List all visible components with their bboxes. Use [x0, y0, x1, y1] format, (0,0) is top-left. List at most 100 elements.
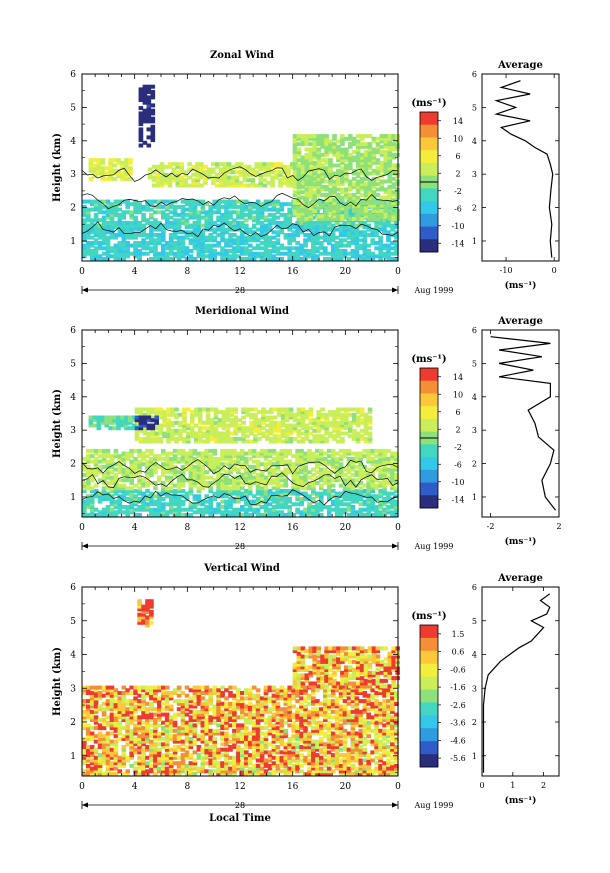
heatmap-cell	[176, 483, 182, 488]
heatmap-cell	[209, 423, 215, 428]
heatmap-cell	[187, 175, 192, 180]
heatmap-cell	[105, 207, 111, 212]
heatmap-cell	[172, 459, 178, 464]
heatmap-cell	[166, 412, 171, 417]
heatmap-cell	[157, 464, 162, 469]
heatmap-cell	[340, 187, 345, 192]
heatmap-cell	[259, 451, 265, 456]
heatmap-cell	[125, 251, 130, 256]
heatmap-cell	[295, 454, 300, 459]
heatmap-cell	[149, 199, 154, 204]
heatmap-cell	[371, 206, 377, 211]
heatmap-cell	[255, 489, 261, 493]
heatmap-cell	[105, 249, 111, 253]
heatmap-cell	[332, 426, 337, 431]
heatmap-cell	[330, 249, 336, 253]
heatmap-cell	[149, 497, 154, 501]
heatmap-cell	[342, 454, 348, 459]
heatmap-cell	[263, 494, 269, 499]
heatmap-cell	[137, 726, 142, 731]
heatmap-cell	[158, 431, 163, 436]
heatmap-cell	[367, 158, 373, 163]
heatmap-cell	[105, 220, 111, 225]
heatmap-cell	[109, 502, 115, 507]
heatmap-cell	[375, 168, 381, 173]
heatmap-cell	[113, 758, 119, 763]
heatmap-cell	[247, 235, 253, 240]
heatmap-cell	[166, 428, 171, 433]
heatmap-cell	[172, 204, 178, 209]
heatmap-cell	[255, 246, 261, 251]
heatmap-cell	[137, 745, 142, 749]
heatmap-cell	[279, 510, 285, 515]
heatmap-cell	[259, 212, 265, 217]
heatmap-cell	[255, 227, 261, 232]
heatmap-cell	[232, 254, 237, 259]
heatmap-cell	[184, 494, 190, 499]
profile-y-tick-label: 5	[472, 103, 477, 112]
heatmap-cell	[283, 462, 289, 467]
heatmap-cell	[208, 249, 213, 253]
heatmap-cell	[308, 171, 314, 176]
heatmap-cell	[134, 423, 140, 428]
heatmap-cell	[109, 475, 115, 480]
heatmap-cell	[153, 464, 158, 469]
heatmap-cell	[271, 499, 277, 504]
heatmap-cell	[100, 420, 105, 425]
heatmap-cell	[346, 497, 352, 501]
heatmap-cell	[308, 200, 314, 205]
heatmap-cell	[319, 467, 324, 472]
heatmap-cell	[200, 486, 206, 491]
heatmap-cell	[220, 199, 225, 204]
heatmap-cell	[328, 431, 333, 436]
heatmap-cell	[296, 174, 302, 179]
heatmap-cell	[280, 410, 286, 415]
heatmap-cell	[296, 187, 302, 192]
heatmap-cell	[311, 507, 316, 512]
heatmap-cell	[133, 769, 138, 774]
heatmap-cell	[157, 502, 162, 507]
heatmap-cell	[234, 180, 240, 185]
heatmap-cell	[366, 467, 371, 472]
heatmap-cell	[225, 410, 231, 415]
heatmap-cell	[138, 87, 144, 92]
heatmap-cell	[105, 230, 111, 235]
heatmap-cell	[153, 218, 158, 223]
heatmap-cell	[93, 494, 99, 499]
heatmap-cell	[340, 139, 345, 144]
heatmap-cell	[354, 230, 360, 235]
heatmap-cell	[336, 155, 341, 160]
heatmap-cell	[113, 486, 119, 491]
colorbar-label: 2	[455, 169, 460, 178]
heatmap-cell	[350, 507, 356, 512]
heatmap-cell	[350, 464, 356, 469]
heatmap-cell	[129, 223, 134, 228]
heatmap-cell	[216, 456, 221, 461]
heatmap-cell	[263, 510, 269, 515]
heatmap-cell	[246, 178, 252, 183]
heatmap-cell	[237, 426, 242, 431]
heatmap-cell	[338, 491, 344, 496]
heatmap-cell	[196, 475, 202, 480]
heatmap-cell	[155, 178, 161, 183]
heatmap-cell	[161, 257, 166, 261]
heatmap-cell	[375, 206, 381, 211]
heatmap-cell	[350, 478, 356, 483]
heatmap-cell	[366, 475, 371, 480]
heatmap-cell	[151, 170, 157, 175]
heatmap-cell	[105, 254, 111, 259]
heatmap-cell	[167, 162, 173, 167]
heatmap-cell	[240, 507, 245, 512]
heatmap-cell	[188, 456, 194, 461]
heatmap-cell	[354, 246, 360, 251]
heatmap-cell	[228, 513, 233, 517]
heatmap-cell	[303, 238, 308, 243]
heatmap-cell	[348, 412, 353, 417]
heatmap-cell	[316, 184, 321, 189]
heatmap-cell	[125, 736, 130, 741]
heatmap-cell	[224, 505, 229, 509]
heatmap-cell	[346, 451, 352, 456]
heatmap-cell	[145, 489, 150, 493]
heatmap-cell	[112, 158, 117, 163]
heatmap-cell	[307, 451, 312, 456]
